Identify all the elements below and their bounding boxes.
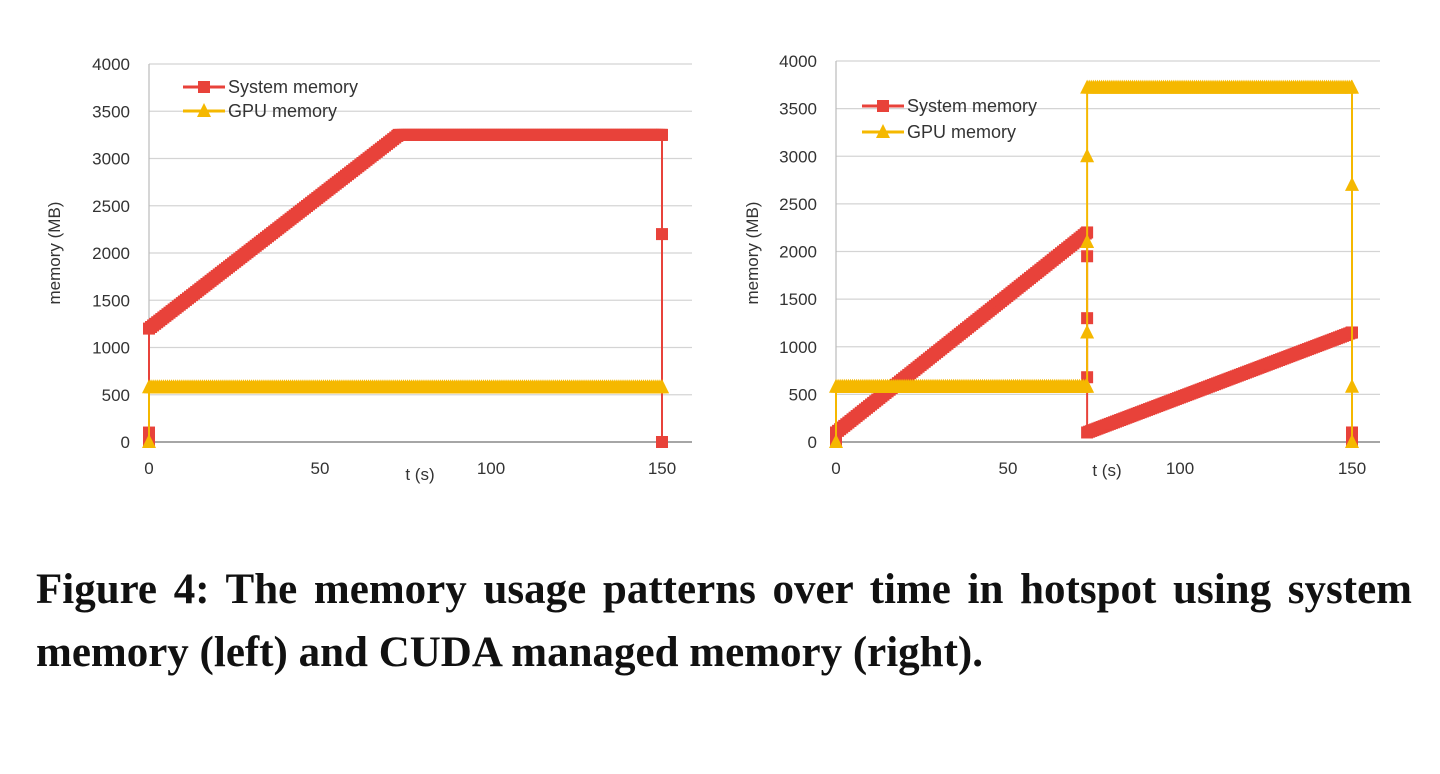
data-point-triangle <box>1080 148 1095 163</box>
data-point-triangle <box>197 103 211 117</box>
legend-item: System memory <box>862 96 1037 116</box>
x-tick-label: 50 <box>311 459 330 478</box>
series-line <box>835 230 1353 442</box>
y-axis-label: memory (MB) <box>45 202 64 305</box>
data-point-triangle <box>1345 434 1359 448</box>
y-tick-label: 3000 <box>92 150 130 169</box>
y-tick-label: 500 <box>102 386 130 405</box>
data-point-square <box>656 436 668 448</box>
y-tick-label: 3500 <box>779 100 817 119</box>
x-axis-label: t (s) <box>1092 461 1121 480</box>
x-tick-label: 0 <box>144 459 153 478</box>
x-tick-label: 150 <box>1338 459 1366 478</box>
data-point-triangle <box>1345 176 1359 191</box>
data-point-square <box>656 128 668 141</box>
data-point-triangle <box>1080 233 1095 248</box>
legend-label: System memory <box>228 77 358 97</box>
y-tick-label: 3500 <box>92 102 130 121</box>
chart-right: 0 500 1000 1500 2000 2500 3000 3500 4000 0 50 100 15… <box>743 52 1380 480</box>
y-axis-label: memory (MB) <box>743 202 762 305</box>
legend-label: GPU memory <box>907 122 1016 142</box>
y-tick-label: 0 <box>121 433 130 452</box>
x-tick-label: 150 <box>648 459 676 478</box>
x-axis-label: t (s) <box>405 465 434 484</box>
x-tick-label: 0 <box>831 459 840 478</box>
x-tick-label: 100 <box>1166 459 1194 478</box>
series-line <box>148 386 662 442</box>
data-point-triangle <box>1080 378 1095 393</box>
legend-label: GPU memory <box>228 101 337 121</box>
legend-label: System memory <box>907 96 1037 116</box>
legend-item: System memory <box>183 77 358 97</box>
series-system-memory <box>143 128 668 448</box>
y-tick-label: 1000 <box>92 339 130 358</box>
data-point-triangle <box>1345 79 1359 94</box>
data-point-square <box>656 228 668 241</box>
y-tick-label: 2500 <box>779 195 817 214</box>
legend-item: GPU memory <box>183 101 337 121</box>
data-point-square <box>877 100 889 112</box>
legend-item: GPU memory <box>862 122 1016 142</box>
series-system-memory <box>830 226 1358 448</box>
y-tick-label: 4000 <box>92 55 130 74</box>
data-point-triangle <box>655 379 669 394</box>
y-tick-label: 1500 <box>779 290 817 309</box>
data-point-triangle <box>829 434 843 448</box>
chart-left: 0 500 1000 1500 2000 2500 3000 3500 4000 0 50 100 15… <box>45 55 692 484</box>
data-point-triangle <box>1345 378 1359 393</box>
y-tick-label: 2000 <box>92 244 130 263</box>
series-gpu-memory <box>829 79 1359 448</box>
data-point-triangle <box>876 124 890 138</box>
y-tick-label: 1500 <box>92 291 130 310</box>
y-tick-label: 2500 <box>92 197 130 216</box>
y-tick-label: 1000 <box>779 338 817 357</box>
y-tick-label: 500 <box>789 385 817 404</box>
data-point-square <box>198 81 210 93</box>
figure-caption: Figure 4: The memory usage patterns over… <box>36 566 1412 676</box>
series-line <box>148 133 663 442</box>
y-tick-label: 0 <box>808 433 817 452</box>
data-point-triangle <box>142 434 156 448</box>
y-tick-label: 3000 <box>779 147 817 166</box>
series-gpu-memory <box>142 379 669 448</box>
data-point-triangle <box>1080 324 1095 339</box>
x-tick-label: 50 <box>999 459 1018 478</box>
y-tick-label: 2000 <box>779 243 817 262</box>
y-tick-label: 4000 <box>779 52 817 71</box>
x-tick-label: 100 <box>477 459 505 478</box>
